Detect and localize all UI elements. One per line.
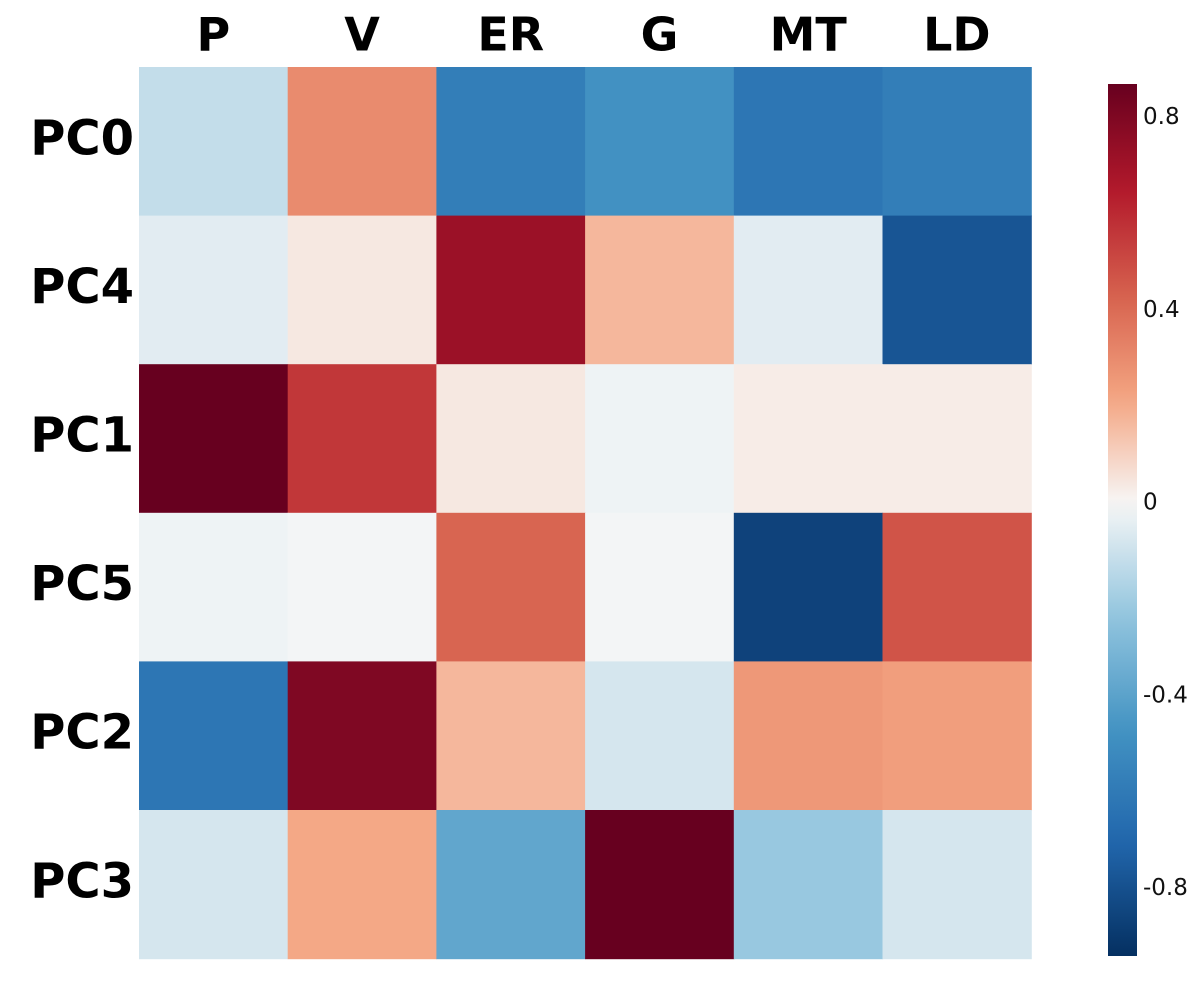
colorbar-tick-label: -0.8	[1143, 875, 1188, 901]
row-label: PC1	[30, 408, 134, 464]
heatmap-cell-pc2-er	[436, 661, 586, 811]
heatmap-cell-pc5-er	[436, 512, 586, 662]
colorbar-ticks: 0.8 0.4 0 -0.4 -0.8	[1143, 104, 1188, 901]
heatmap-cell-pc4-v	[287, 215, 437, 365]
heatmap-cell-pc5-ld	[882, 512, 1032, 662]
heatmap-cells	[139, 67, 1032, 960]
heatmap-cell-pc0-ld	[882, 67, 1032, 217]
heatmap-cell-pc0-er	[436, 67, 586, 217]
heatmap-cell-pc0-p	[139, 67, 289, 217]
heatmap-cell-pc4-ld	[882, 215, 1032, 365]
heatmap-cell-pc1-v	[287, 364, 437, 514]
row-label: PC5	[30, 556, 134, 612]
heatmap-cell-pc1-ld	[882, 364, 1032, 514]
heatmap-cell-pc3-g	[585, 810, 735, 960]
column-label: ER	[477, 8, 544, 62]
heatmap-cell-pc1-er	[436, 364, 586, 514]
heatmap-cell-pc3-er	[436, 810, 586, 960]
row-label: PC0	[30, 110, 134, 166]
heatmap-cell-pc3-ld	[882, 810, 1032, 960]
column-label: G	[641, 8, 679, 62]
heatmap-cell-pc5-v	[287, 512, 437, 662]
heatmap-cell-pc2-v	[287, 661, 437, 811]
heatmap-cell-pc0-mt	[733, 67, 884, 217]
column-label: V	[344, 8, 380, 62]
heatmap-cell-pc4-p	[139, 215, 289, 365]
row-labels: PC0 PC4 PC1 PC5 PC2 PC3	[30, 110, 134, 909]
heatmap-cell-pc3-p	[139, 810, 289, 960]
heatmap-cell-pc2-p	[139, 661, 289, 811]
column-label: P	[196, 8, 230, 62]
row-label: PC4	[30, 259, 134, 315]
colorbar-gradient	[1108, 84, 1137, 956]
heatmap-cell-pc1-p	[139, 364, 289, 514]
colorbar-tick-label: -0.4	[1143, 682, 1188, 708]
colorbar-tick-label: 0.8	[1143, 104, 1180, 130]
colorbar-tick-label: 0.4	[1143, 297, 1180, 323]
heatmap-cell-pc1-g	[585, 364, 735, 514]
column-label: LD	[923, 8, 991, 62]
heatmap-cell-pc4-mt	[733, 215, 884, 365]
row-label: PC3	[30, 853, 134, 909]
column-labels: P V ER G MT LD	[196, 8, 990, 62]
colorbar: 0.8 0.4 0 -0.4 -0.8	[1108, 84, 1188, 956]
heatmap-cell-pc5-mt	[733, 512, 884, 662]
heatmap-cell-pc5-g	[585, 512, 735, 662]
heatmap-cell-pc0-g	[585, 67, 735, 217]
heatmap-cell-pc2-g	[585, 661, 735, 811]
heatmap-cell-pc4-g	[585, 215, 735, 365]
heatmap-cell-pc3-v	[287, 810, 437, 960]
colorbar-tick-label: 0	[1143, 490, 1158, 516]
heatmap-cell-pc2-mt	[733, 661, 884, 811]
row-label: PC2	[30, 705, 134, 761]
heatmap-cell-pc4-er	[436, 215, 586, 365]
heatmap-cell-pc5-p	[139, 512, 289, 662]
column-label: MT	[770, 8, 848, 62]
heatmap-cell-pc1-mt	[733, 364, 884, 514]
heatmap-cell-pc3-mt	[733, 810, 884, 960]
heatmap-cell-pc0-v	[287, 67, 437, 217]
heatmap-cell-pc2-ld	[882, 661, 1032, 811]
